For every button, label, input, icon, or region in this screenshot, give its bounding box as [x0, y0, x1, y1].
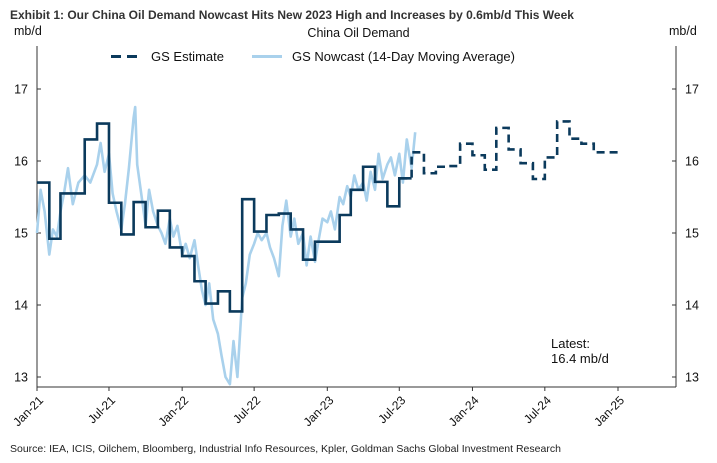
source-note: Source: IEA, ICIS, Oilchem, Bloomberg, I… [10, 443, 561, 455]
x-tick-label: Jul-22 [230, 393, 263, 426]
legend: GS Estimate GS Nowcast (14-Day Moving Av… [111, 49, 543, 64]
chart-title: China Oil Demand [307, 26, 410, 40]
latest-label: Latest: [551, 336, 591, 351]
y-tick-label-right: 17 [685, 83, 699, 97]
y-tick-label-left: 14 [14, 299, 28, 313]
series-gs-estimate-historical [37, 122, 412, 313]
x-tick-label: Jan-24 [446, 393, 482, 429]
latest-annotation: Latest: 16.4 mb/d [551, 336, 609, 366]
series-gs-estimate-forecast [399, 120, 618, 181]
legend-label-nowcast: GS Nowcast (14-Day Moving Average) [291, 49, 515, 64]
legend-label-estimate: GS Estimate [151, 49, 224, 64]
y-tick-label-right: 13 [685, 371, 699, 385]
y-tick-label-right: 14 [685, 299, 699, 313]
y-axis-unit-left: mb/d [14, 24, 42, 38]
exhibit-title: Exhibit 1: Our China Oil Demand Nowcast … [10, 8, 574, 22]
x-tick-label: Jan-21 [10, 393, 46, 429]
y-tick-label-left: 15 [14, 227, 28, 241]
latest-value: 16.4 mb/d [551, 351, 609, 366]
x-tick-label: Jan-23 [301, 393, 337, 429]
series-gs-nowcast [35, 105, 417, 386]
x-tick-label: Jan-25 [591, 393, 627, 429]
y-tick-label-right: 15 [685, 227, 699, 241]
legend-swatch-estimate [111, 55, 141, 58]
y-tick-label-left: 13 [14, 371, 28, 385]
x-tick-label: Jul-21 [85, 393, 118, 426]
x-tick-label: Jul-24 [521, 393, 554, 426]
y-axis-unit-right: mb/d [669, 24, 697, 38]
legend-item-estimate: GS Estimate [111, 49, 224, 64]
legend-swatch-nowcast [251, 55, 282, 58]
y-tick-label-left: 16 [14, 155, 28, 169]
x-tick-label: Jan-22 [155, 393, 191, 429]
x-tick-label: Jul-23 [375, 393, 408, 426]
y-tick-label-right: 16 [685, 155, 699, 169]
y-tick-label-left: 17 [14, 83, 28, 97]
legend-item-nowcast: GS Nowcast (14-Day Moving Average) [251, 49, 515, 64]
